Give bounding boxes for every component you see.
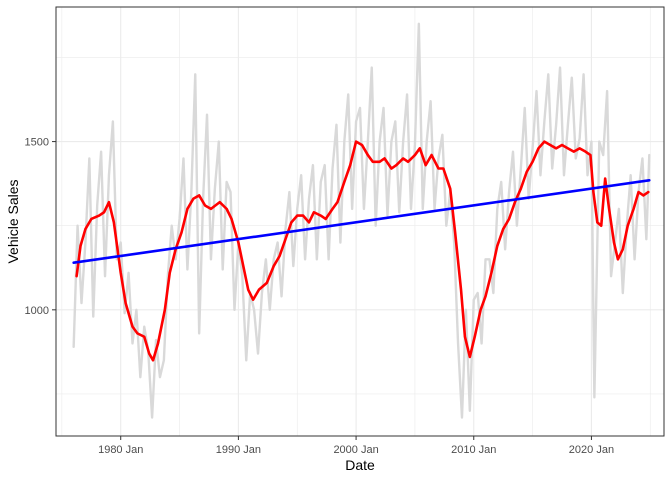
trend-line	[72, 178, 651, 265]
x-axis: 1980 Jan 1990 Jan 2000 Jan 2010 Jan 2020 Jan	[98, 436, 614, 456]
y-tick-label: 1000	[25, 305, 49, 317]
minor-gridlines	[56, 7, 664, 436]
x-tick-label: 1990 Jan	[216, 444, 261, 456]
y-tick-label: 1500	[25, 137, 49, 149]
x-tick-label: 2020 Jan	[569, 444, 614, 456]
x-tick-label: 2010 Jan	[451, 444, 496, 456]
y-axis-title: Vehicle Sales	[5, 179, 21, 263]
x-tick-label: 2000 Jan	[333, 444, 378, 456]
series-layer	[72, 22, 651, 419]
x-axis-title: Date	[345, 457, 375, 473]
panel-border	[55, 6, 665, 437]
x-tick-label: 1980 Jan	[98, 444, 143, 456]
y-axis: 1000 1500	[25, 137, 56, 317]
moving-average-line	[75, 140, 650, 362]
